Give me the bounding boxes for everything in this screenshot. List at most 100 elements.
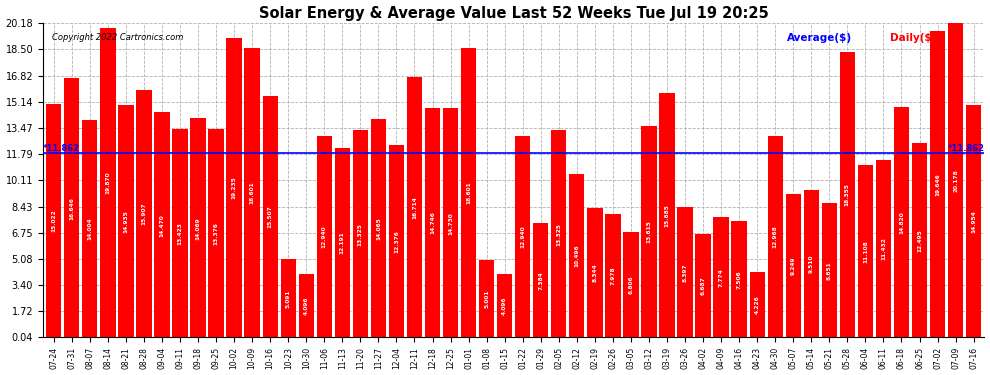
Text: 4.096: 4.096 bbox=[304, 297, 309, 315]
Bar bbox=[767, 136, 783, 338]
Text: 16.646: 16.646 bbox=[69, 197, 74, 220]
Text: 14.069: 14.069 bbox=[195, 217, 201, 240]
Bar bbox=[605, 214, 621, 338]
Text: 4.096: 4.096 bbox=[502, 297, 507, 315]
Bar bbox=[804, 190, 819, 338]
Bar bbox=[280, 259, 296, 338]
Text: 5.001: 5.001 bbox=[484, 290, 489, 308]
Bar bbox=[299, 274, 314, 338]
Title: Solar Energy & Average Value Last 52 Weeks Tue Jul 19 20:25: Solar Energy & Average Value Last 52 Wee… bbox=[258, 6, 768, 21]
Bar bbox=[695, 234, 711, 338]
Bar bbox=[64, 78, 79, 338]
Bar bbox=[930, 32, 945, 338]
Text: 18.601: 18.601 bbox=[466, 182, 471, 204]
Bar bbox=[642, 126, 656, 338]
Text: 11.432: 11.432 bbox=[881, 237, 886, 260]
Bar bbox=[587, 208, 603, 338]
Bar bbox=[569, 174, 584, 338]
Text: 13.376: 13.376 bbox=[214, 222, 219, 245]
Text: 4.226: 4.226 bbox=[754, 296, 759, 315]
Text: Copyright 2022 Cartronics.com: Copyright 2022 Cartronics.com bbox=[52, 33, 184, 42]
Bar bbox=[137, 90, 151, 338]
Text: Average($): Average($) bbox=[787, 33, 851, 42]
Bar bbox=[425, 108, 441, 338]
Bar bbox=[118, 105, 134, 338]
Bar bbox=[82, 120, 97, 338]
Bar bbox=[894, 107, 909, 338]
Bar bbox=[749, 272, 765, 338]
Bar bbox=[172, 129, 188, 338]
Text: 12.968: 12.968 bbox=[773, 225, 778, 248]
Bar bbox=[677, 207, 693, 338]
Text: 12.191: 12.191 bbox=[340, 232, 345, 254]
Text: 14.935: 14.935 bbox=[124, 210, 129, 233]
Bar bbox=[208, 129, 224, 338]
Text: 8.397: 8.397 bbox=[682, 263, 687, 282]
Text: 10.496: 10.496 bbox=[574, 245, 579, 267]
Text: *11.862: *11.862 bbox=[43, 144, 80, 153]
Text: 8.344: 8.344 bbox=[592, 264, 597, 282]
Text: 6.687: 6.687 bbox=[701, 276, 706, 295]
Bar bbox=[352, 130, 368, 338]
Text: 14.004: 14.004 bbox=[87, 217, 92, 240]
Bar bbox=[515, 136, 531, 338]
Bar bbox=[154, 112, 169, 338]
Text: 19.235: 19.235 bbox=[232, 177, 237, 200]
Bar bbox=[317, 136, 332, 338]
Text: 5.091: 5.091 bbox=[286, 289, 291, 308]
Bar bbox=[857, 165, 873, 338]
Text: 7.774: 7.774 bbox=[719, 268, 724, 287]
Text: 7.506: 7.506 bbox=[737, 270, 742, 289]
Text: 16.714: 16.714 bbox=[412, 196, 417, 219]
Bar bbox=[822, 203, 837, 338]
Bar bbox=[966, 105, 981, 338]
Text: 14.820: 14.820 bbox=[899, 211, 904, 234]
Text: 7.384: 7.384 bbox=[539, 271, 544, 290]
Bar bbox=[714, 217, 729, 338]
Text: 19.646: 19.646 bbox=[935, 173, 940, 196]
Bar bbox=[262, 96, 278, 338]
Text: 8.651: 8.651 bbox=[827, 261, 832, 280]
Text: 18.355: 18.355 bbox=[844, 183, 849, 206]
Text: 12.376: 12.376 bbox=[394, 230, 399, 253]
Text: 14.470: 14.470 bbox=[159, 214, 164, 237]
Bar bbox=[786, 194, 801, 338]
Bar bbox=[912, 143, 928, 338]
Text: 12.940: 12.940 bbox=[322, 226, 327, 248]
Bar bbox=[533, 223, 548, 338]
Text: 15.685: 15.685 bbox=[664, 204, 669, 227]
Bar bbox=[947, 23, 963, 338]
Text: 13.325: 13.325 bbox=[357, 223, 363, 246]
Bar bbox=[624, 232, 639, 338]
Bar bbox=[461, 48, 476, 338]
Text: 9.249: 9.249 bbox=[791, 256, 796, 275]
Bar bbox=[551, 130, 566, 338]
Text: 13.615: 13.615 bbox=[646, 220, 651, 243]
Text: 12.940: 12.940 bbox=[520, 226, 525, 248]
Text: 15.022: 15.022 bbox=[51, 210, 56, 232]
Text: 13.325: 13.325 bbox=[556, 223, 561, 246]
Text: 20.178: 20.178 bbox=[953, 169, 958, 192]
Bar bbox=[190, 118, 206, 338]
Bar bbox=[497, 274, 512, 338]
Text: 12.495: 12.495 bbox=[917, 229, 922, 252]
Bar bbox=[47, 104, 61, 338]
Text: 7.978: 7.978 bbox=[611, 267, 616, 285]
Text: 13.423: 13.423 bbox=[177, 222, 182, 245]
Bar bbox=[370, 118, 386, 338]
Text: 9.510: 9.510 bbox=[809, 255, 814, 273]
Bar bbox=[407, 77, 422, 338]
Text: 14.730: 14.730 bbox=[448, 212, 453, 234]
Text: 14.065: 14.065 bbox=[376, 217, 381, 240]
Text: 15.507: 15.507 bbox=[267, 206, 272, 228]
Text: 19.870: 19.870 bbox=[105, 172, 110, 194]
Text: 14.746: 14.746 bbox=[430, 211, 435, 234]
Text: 18.601: 18.601 bbox=[249, 182, 254, 204]
Bar bbox=[659, 93, 674, 338]
Bar bbox=[443, 108, 458, 338]
Bar bbox=[732, 221, 746, 338]
Bar bbox=[227, 38, 242, 338]
Text: 11.108: 11.108 bbox=[863, 240, 868, 263]
Bar bbox=[245, 48, 259, 338]
Bar bbox=[335, 148, 350, 338]
